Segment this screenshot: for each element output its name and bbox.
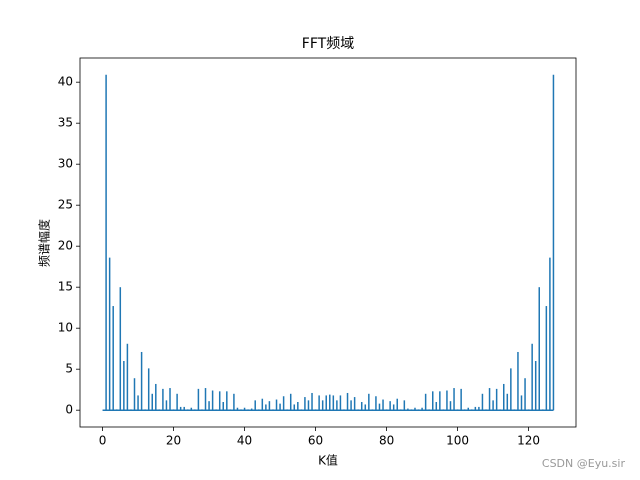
y-tick-label: 20 (58, 239, 73, 253)
x-tick-label: 80 (379, 434, 394, 448)
chart-title: FFT频域 (302, 36, 354, 52)
watermark: CSDN @Eyu.sir (542, 457, 626, 470)
x-tick-label: 120 (517, 434, 540, 448)
y-tick-label: 15 (58, 280, 73, 294)
y-tick-label: 10 (58, 321, 73, 335)
y-tick-label: 25 (58, 198, 73, 212)
y-tick-label: 5 (65, 362, 73, 376)
x-axis-label: K值 (318, 453, 338, 468)
y-tick-label: 30 (58, 157, 73, 171)
y-tick-label: 0 (65, 403, 73, 417)
y-tick-label: 35 (58, 116, 73, 130)
y-tick-label: 40 (58, 75, 73, 89)
x-tick-label: 60 (308, 434, 323, 448)
x-tick-label: 100 (446, 434, 469, 448)
x-tick-label: 0 (99, 434, 107, 448)
x-tick-label: 40 (237, 434, 252, 448)
x-tick-label: 20 (166, 434, 181, 448)
plot-frame (79, 57, 577, 428)
y-axis-label: 频谱幅度 (37, 219, 52, 267)
